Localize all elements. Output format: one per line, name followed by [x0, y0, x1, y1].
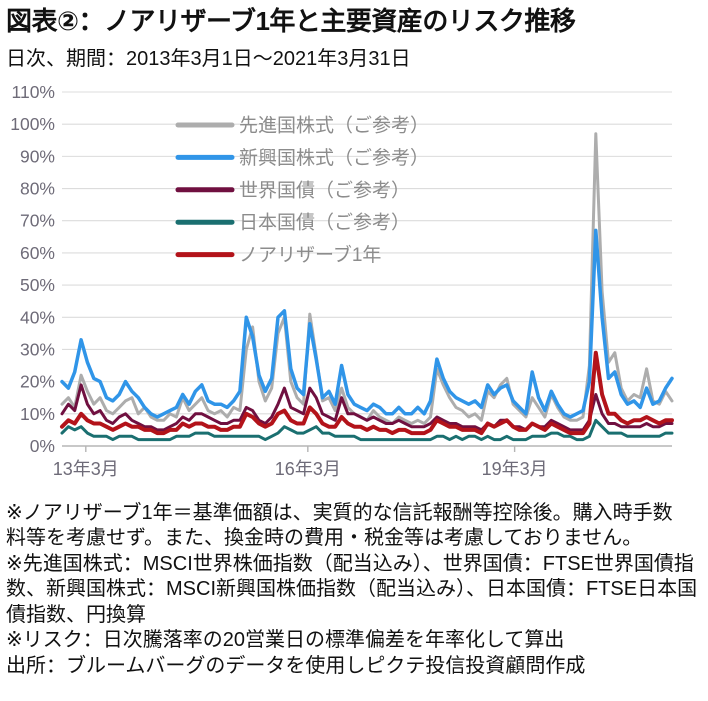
footnotes: ※ノアリザーブ1年＝基準価額は、実質的な信託報酬等控除後。購入時手数 料等を考慮…	[6, 501, 700, 680]
source-line: 出所：ブルームバーグのデータを使用しピクテ投信投資顧問作成	[6, 654, 586, 677]
footnote-line: 料等を考慮せず。また、換金時の費用・税金等は考慮しておりません。	[6, 527, 643, 550]
legend-label: ノアリザーブ1年	[239, 243, 381, 266]
chart-area: 0% 10% 20% 30% 40% 50% 60% 70% 80% 90% 100% 110% 13…	[0, 73, 708, 485]
x-tick-label: 16年3月	[275, 459, 341, 479]
series-lines	[60, 132, 674, 441]
y-tick-label: 20%	[20, 371, 55, 391]
legend-label: 日本国債（ご参考）	[239, 211, 410, 233]
y-tick-label: 0%	[30, 436, 55, 456]
series-line	[60, 228, 674, 419]
y-tick-label: 90%	[20, 146, 55, 166]
y-axis-labels: 0% 10% 20% 30% 40% 50% 60% 70% 80% 90% 100% 110%	[10, 82, 55, 456]
y-tick-label: 110%	[12, 82, 55, 102]
series-line	[60, 418, 674, 441]
footnote-line: ※ノアリザーブ1年＝基準価額は、実質的な信託報酬等控除後。購入時手数	[6, 501, 673, 524]
page-subtitle: 日次、期間：2013年3月1日～2021年3月31日	[6, 47, 411, 70]
risk-chart: 0% 10% 20% 30% 40% 50% 60% 70% 80% 90% 100% 110% 13…	[10, 82, 674, 479]
series-line	[60, 383, 674, 432]
x-tick-label: 13年3月	[53, 459, 119, 479]
x-axis-labels: 13年3月 16年3月 19年3月	[53, 459, 548, 479]
y-tick-label: 40%	[20, 307, 55, 327]
footnote-line: ※先進国株式：MSCI世界株価指数（配当込み）、世界国債：FTSE世界国債指	[6, 552, 694, 575]
series-line	[60, 132, 674, 425]
y-tick-label: 30%	[20, 339, 55, 359]
y-tick-label: 50%	[20, 275, 55, 295]
footnote-line: ※リスク：日次騰落率の20営業日の標準偏差を年率化して算出	[6, 629, 565, 652]
series-line	[60, 350, 674, 435]
x-tick-label: 19年3月	[482, 459, 548, 479]
page-title: 図表②：ノアリザーブ1年と主要資産のリスク推移	[6, 6, 576, 36]
y-tick-label: 70%	[20, 210, 55, 230]
y-tick-label: 60%	[20, 243, 55, 263]
chart-legend: 先進国株式（ご参考） 新興国株式（ご参考） 世界国債（ご参考） 日本国債（ご参考） ノア…	[175, 114, 429, 266]
legend-label: 世界国債（ご参考）	[239, 179, 410, 201]
y-tick-label: 100%	[10, 114, 55, 134]
legend-label: 新興国株式（ご参考）	[239, 147, 429, 169]
legend-label: 先進国株式（ご参考）	[239, 114, 429, 136]
y-tick-label: 80%	[20, 178, 55, 198]
footnote-line: 数、新興国株式：MSCI新興国株価指数（配当込み）、日本国債：FTSE日本国	[6, 578, 698, 601]
footnote-line: 債指数、円換算	[6, 603, 146, 626]
gridlines	[62, 91, 672, 447]
y-tick-label: 10%	[20, 404, 55, 424]
x-axis-ticks	[85, 445, 516, 452]
